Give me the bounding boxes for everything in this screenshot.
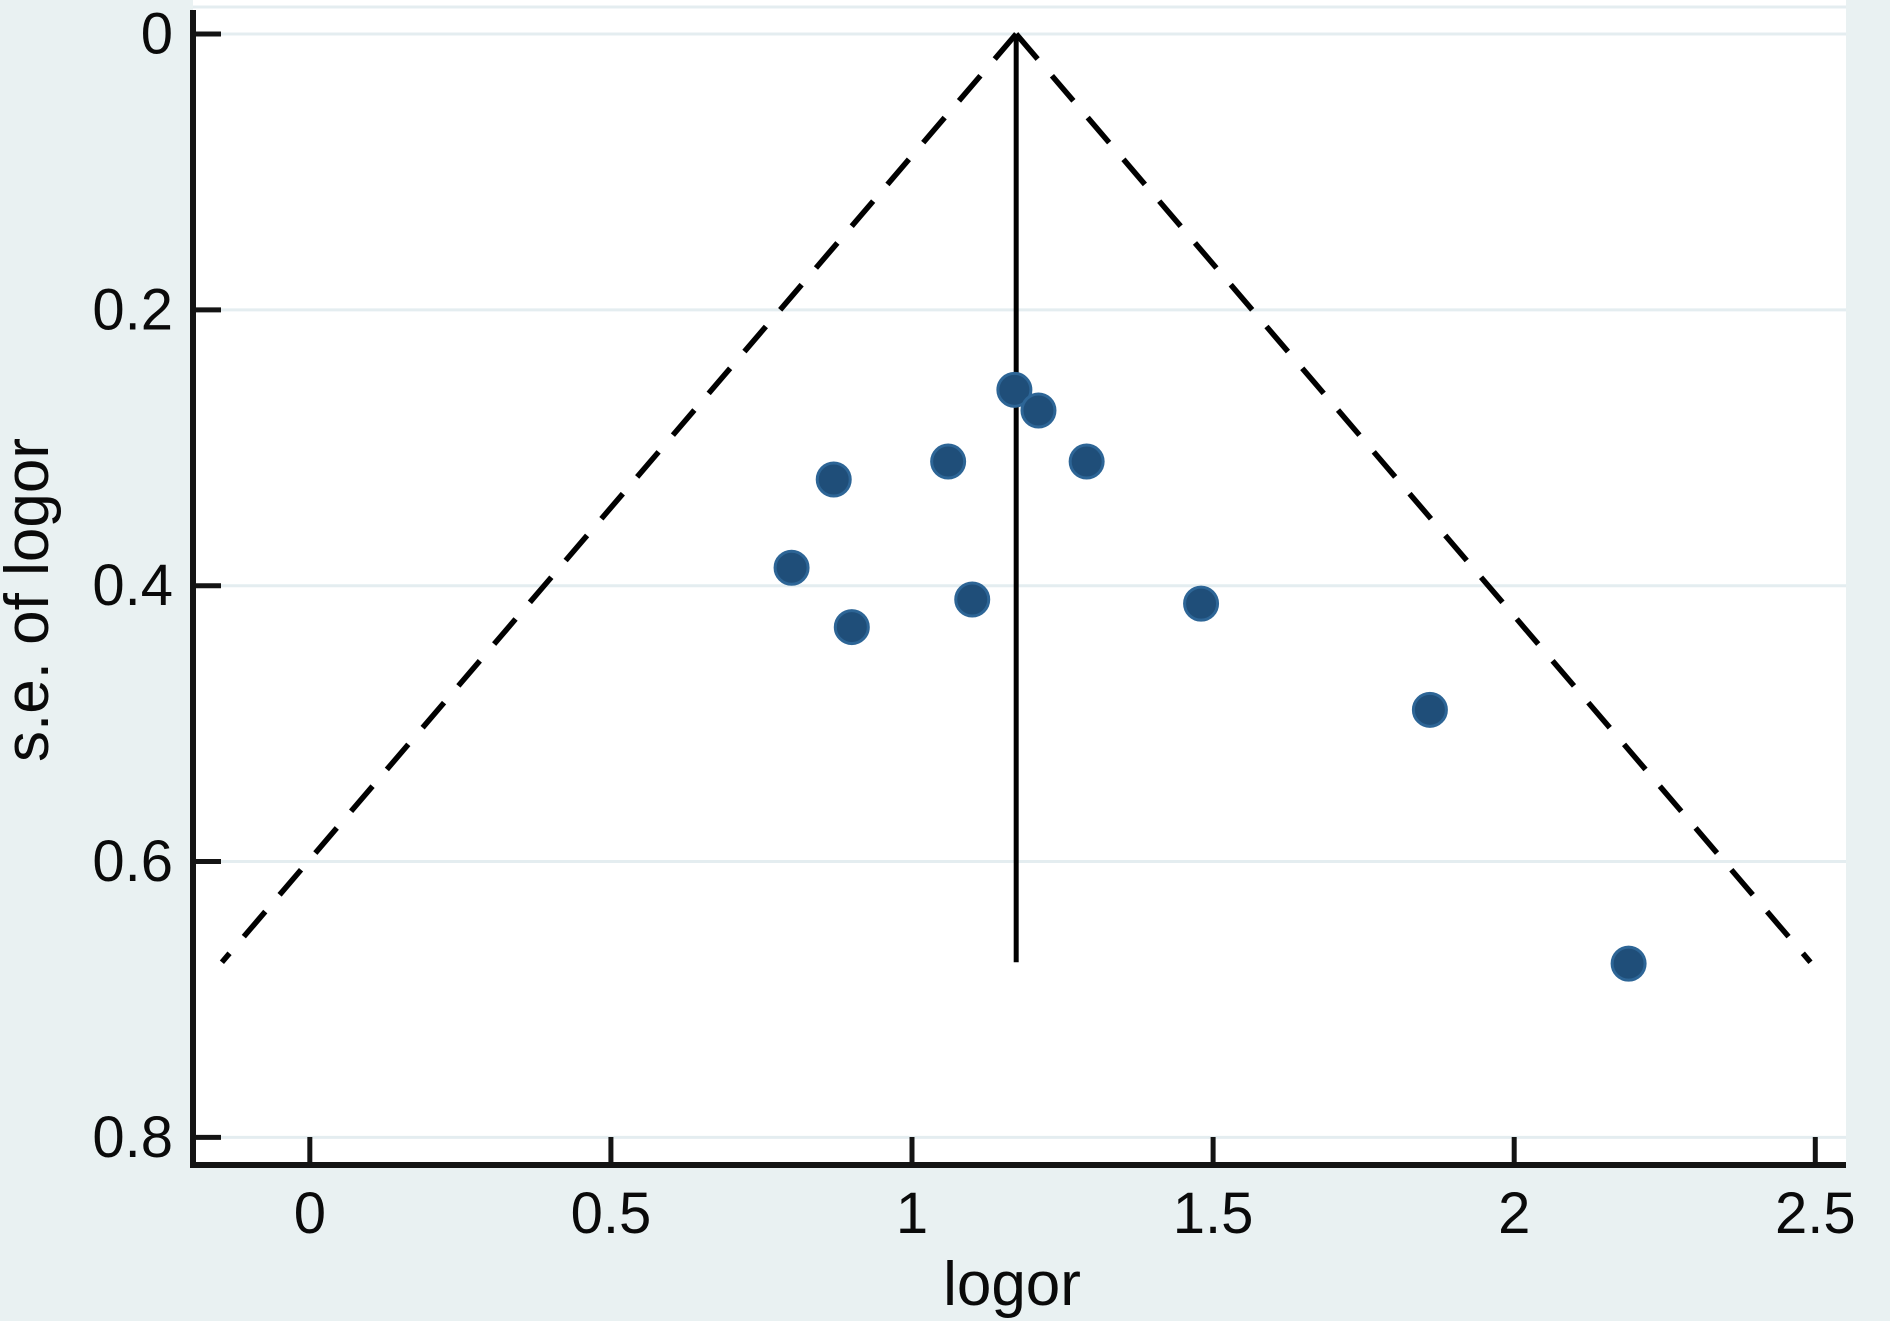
plot-area	[193, 0, 1846, 1165]
data-point	[1411, 691, 1448, 728]
x-tick-label: 0	[294, 1181, 326, 1246]
funnel-ci-line-right	[1014, 32, 1813, 965]
y-tick-label: 0.8	[92, 1105, 173, 1170]
y-tick-label: 0	[141, 1, 173, 66]
x-tick-label: 1.5	[1173, 1181, 1254, 1246]
data-point	[1068, 443, 1105, 480]
funnel-ci-line-left	[219, 32, 1019, 965]
data-point	[1610, 945, 1647, 982]
data-point	[954, 581, 991, 618]
data-point	[833, 609, 870, 646]
x-tick-label: 2	[1498, 1181, 1530, 1246]
y-axis-title: s.e. of logor	[0, 438, 62, 762]
data-points	[773, 371, 1647, 982]
x-axis-title: logor	[943, 1250, 1081, 1319]
data-point	[1183, 585, 1220, 622]
tick-labels: 0 0.2 0.4 0.6 0.8 0 0.5 1 1.5 2 2.5	[92, 1, 1855, 1246]
x-tick-label: 1	[896, 1181, 928, 1246]
data-point	[996, 371, 1033, 408]
axes	[190, 10, 1846, 1168]
tick-marks	[193, 31, 1818, 1165]
x-tick-label: 2.5	[1775, 1181, 1856, 1246]
y-tick-label: 0.2	[92, 277, 173, 342]
funnel-ci-lines	[219, 32, 1813, 965]
data-point	[930, 443, 967, 480]
y-tick-label: 0.4	[92, 553, 173, 618]
x-tick-label: 0.5	[571, 1181, 652, 1246]
y-tick-label: 0.6	[92, 829, 173, 894]
data-point	[815, 461, 852, 498]
data-point	[773, 549, 810, 586]
data-point	[1020, 392, 1057, 429]
